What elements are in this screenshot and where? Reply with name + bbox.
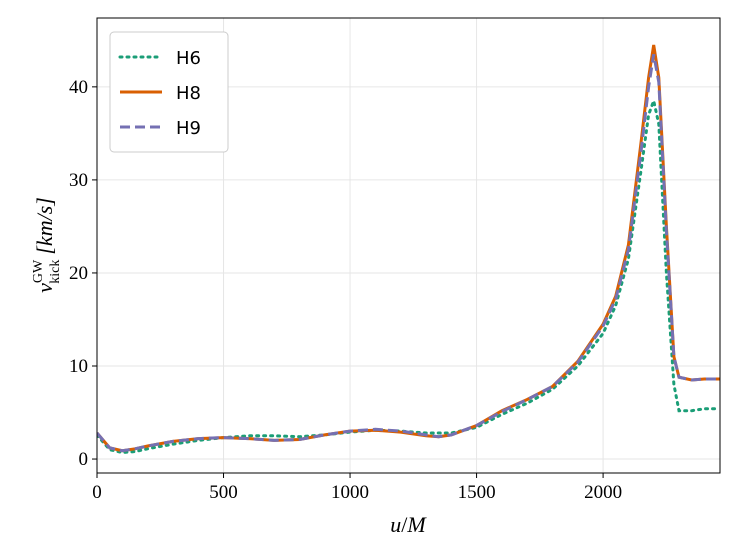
x-axis-label: u/M — [390, 512, 427, 537]
y-tick-label: 0 — [79, 449, 89, 470]
y-label-sub: kick — [48, 260, 63, 284]
y-tick-label: 20 — [69, 263, 88, 284]
y-tick-label: 30 — [69, 170, 88, 191]
x-tick-label: 0 — [92, 482, 102, 503]
series-line — [97, 54, 720, 453]
slash: / — [401, 512, 408, 537]
y-label-unit: [km/s] — [32, 197, 57, 254]
y-tick-label: 10 — [69, 356, 88, 377]
x-tick-label: 1000 — [331, 482, 369, 503]
x-label-unit: M — [406, 512, 427, 537]
x-tick-label: 2000 — [584, 482, 622, 503]
y-label-symbol: v — [32, 283, 57, 293]
x-label-symbol: u — [390, 512, 401, 537]
y-tick-label: 40 — [69, 77, 88, 98]
legend-label: H8 — [176, 83, 201, 104]
x-tick-label: 1500 — [458, 482, 496, 503]
y-axis-label: vGW kick [km/s] — [31, 197, 63, 293]
plot-frame — [96, 17, 721, 474]
x-tick-label: 500 — [209, 482, 238, 503]
legend-label: H9 — [176, 118, 201, 139]
y-label-sup: GW — [31, 259, 46, 283]
series-line — [97, 95, 720, 455]
legend-label: H6 — [176, 48, 201, 69]
legend-box — [109, 31, 229, 153]
